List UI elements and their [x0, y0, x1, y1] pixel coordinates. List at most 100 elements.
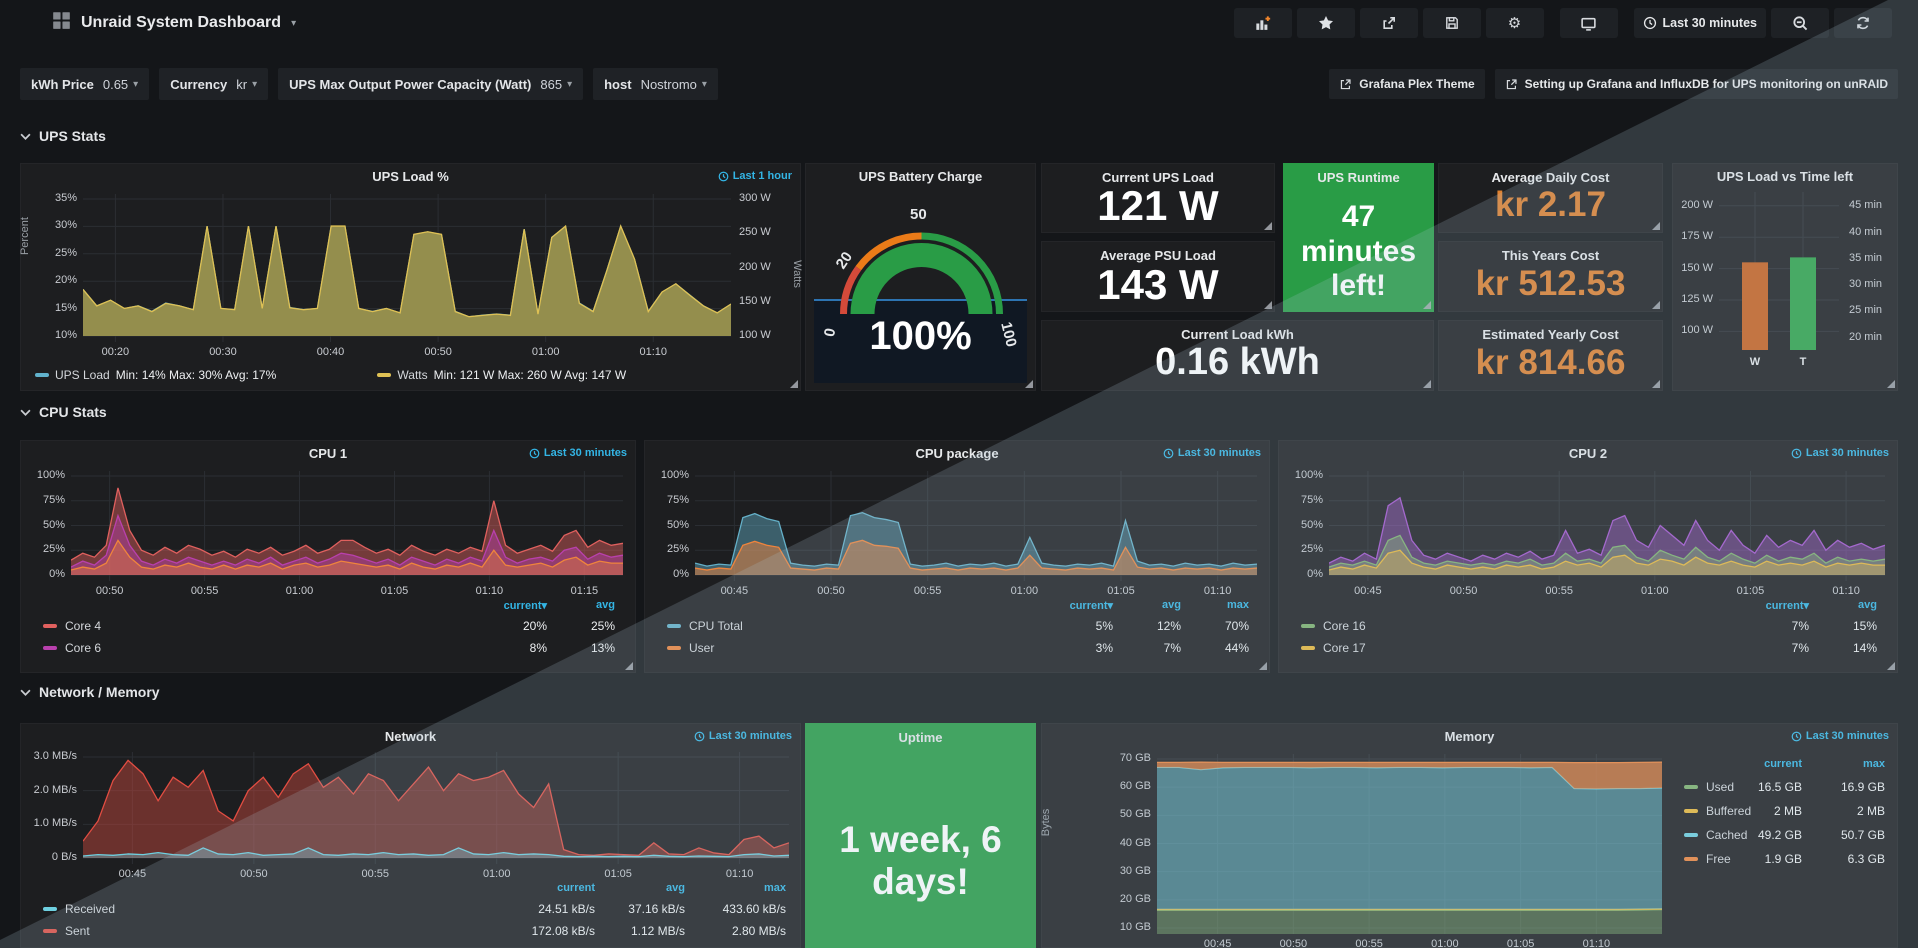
legend-item: Watts Min: 121 W Max: 260 W Avg: 147 W — [377, 368, 626, 382]
panel-time-range[interactable]: Last 1 hour — [718, 170, 792, 182]
legend-column-header[interactable]: current▾ — [503, 600, 547, 612]
y-axis-tick: 2.0 MB/s — [33, 783, 77, 796]
legend-series-name[interactable]: Watts — [397, 368, 428, 382]
legend-value: 2 MB — [1856, 804, 1885, 818]
resize-handle[interactable] — [1263, 300, 1272, 309]
panel-title[interactable]: Memory — [1444, 729, 1495, 744]
legend-series-name[interactable]: Cached — [1706, 828, 1748, 842]
legend-column-header[interactable]: max — [1226, 599, 1249, 611]
legend-column-header[interactable]: current▾ — [1765, 600, 1809, 612]
plot-area[interactable] — [694, 471, 1258, 581]
plot-area[interactable] — [82, 752, 790, 864]
star-button[interactable] — [1296, 8, 1355, 38]
panel-time-range[interactable]: Last 30 minutes — [1791, 447, 1889, 459]
panel-title[interactable]: UPS Load % — [372, 169, 449, 184]
legend-series-name[interactable]: Received — [65, 902, 116, 916]
legend-series-name[interactable]: CPU Total — [689, 619, 743, 633]
stat-value: kr 2.17 — [1495, 185, 1606, 224]
panel-title[interactable]: Estimated Yearly Cost — [1482, 327, 1619, 342]
plot-area[interactable] — [1328, 471, 1886, 581]
resize-handle[interactable] — [624, 661, 633, 670]
section-ups-stats[interactable]: UPS Stats — [20, 128, 106, 144]
chevron-down-icon[interactable]: ▾ — [291, 17, 297, 29]
legend-value: 7% — [1163, 641, 1181, 655]
plot-area[interactable] — [1719, 192, 1839, 350]
resize-handle[interactable] — [1024, 379, 1033, 388]
panel-time-range[interactable]: Last 30 minutes — [1163, 447, 1261, 459]
legend-column-header[interactable]: avg — [1858, 599, 1877, 611]
panel-title[interactable]: UPS Battery Charge — [858, 169, 983, 184]
save-icon — [1445, 17, 1458, 29]
panel-title[interactable]: Average PSU Load — [1100, 248, 1216, 263]
resize-handle[interactable] — [1651, 300, 1660, 309]
legend-series-name[interactable]: Buffered — [1706, 804, 1752, 818]
settings-button[interactable]: ⚙ — [1485, 8, 1544, 38]
panel-title[interactable]: Current Load kWh — [1181, 327, 1294, 342]
plot-area[interactable] — [70, 471, 624, 581]
share-button[interactable] — [1359, 8, 1418, 38]
refresh-button[interactable] — [1834, 8, 1892, 38]
add-panel-button[interactable] — [1233, 8, 1292, 38]
resize-handle[interactable] — [1422, 379, 1431, 388]
panel-title[interactable]: This Years Cost — [1501, 248, 1600, 263]
resize-handle[interactable] — [1263, 221, 1272, 230]
panel-title[interactable]: UPS Runtime — [1317, 170, 1400, 185]
variable-value-dropdown[interactable]: kr ▾ — [236, 76, 258, 92]
legend-series-name[interactable]: Core 6 — [65, 641, 102, 655]
legend-series-name[interactable]: Core 17 — [1323, 641, 1366, 655]
y-axis-tick: 3.0 MB/s — [33, 750, 77, 762]
resize-handle[interactable] — [1422, 300, 1431, 309]
variable-value-dropdown[interactable]: 865 ▾ — [540, 76, 573, 92]
panel-title[interactable]: CPU 1 — [308, 446, 348, 461]
panel-title[interactable]: Network — [384, 729, 437, 744]
resize-handle[interactable] — [1886, 661, 1895, 670]
section-cpu-stats[interactable]: CPU Stats — [20, 404, 107, 420]
page-title[interactable]: Unraid System Dashboard — [81, 14, 282, 31]
resize-handle[interactable] — [1651, 221, 1660, 230]
variable-value-dropdown[interactable]: 0.65 ▾ — [102, 76, 139, 92]
legend-series-name[interactable]: Core 16 — [1323, 619, 1366, 633]
save-button[interactable] — [1422, 8, 1481, 38]
x-axis-tick: 00:55 — [190, 585, 219, 597]
panel-title[interactable]: CPU 2 — [1568, 446, 1608, 461]
resize-handle[interactable] — [1651, 379, 1660, 388]
legend-column-header[interactable]: current — [557, 882, 595, 894]
variable-value-dropdown[interactable]: Nostromo ▾ — [640, 76, 707, 92]
legend-column-header[interactable]: avg — [596, 599, 615, 611]
resize-handle[interactable] — [1258, 661, 1267, 670]
panel-title[interactable]: Uptime — [898, 730, 943, 745]
time-range-picker[interactable]: Last 30 minutes — [1633, 8, 1766, 38]
plot-area[interactable] — [82, 194, 732, 342]
plot-area[interactable] — [1157, 754, 1663, 934]
panel-title[interactable]: Average Daily Cost — [1491, 170, 1610, 185]
legend-series-name[interactable]: User — [689, 641, 715, 655]
resize-handle[interactable] — [1886, 379, 1895, 388]
panel-time-range[interactable]: Last 30 minutes — [1791, 730, 1889, 742]
legend-column-header[interactable]: avg — [666, 882, 685, 894]
legend-series-name[interactable]: UPS Load — [55, 368, 110, 382]
link-grafana-plex-theme[interactable]: Grafana Plex Theme — [1329, 69, 1485, 99]
legend-column-header[interactable]: max — [1862, 758, 1885, 770]
panel-title[interactable]: CPU package — [915, 446, 999, 461]
legend-row: Used — [1684, 780, 1734, 794]
section-network-memory[interactable]: Network / Memory — [20, 684, 160, 700]
resize-handle[interactable] — [789, 379, 798, 388]
legend-column-header[interactable]: avg — [1162, 599, 1181, 611]
legend-series-name[interactable]: Used — [1706, 780, 1735, 794]
zoom-out-button[interactable] — [1771, 8, 1829, 38]
legend-series-name[interactable]: Sent — [65, 924, 90, 938]
panel-title[interactable]: Current UPS Load — [1102, 170, 1214, 185]
panel-time-range[interactable]: Last 30 minutes — [529, 447, 627, 459]
tv-mode-button[interactable] — [1559, 8, 1618, 38]
variable-label: UPS Max Output Power Capacity (Watt) — [289, 76, 532, 92]
panel-time-range[interactable]: Last 30 minutes — [694, 730, 792, 742]
x-axis-tick: 00:55 — [361, 868, 390, 880]
legend-series-name[interactable]: Free — [1706, 852, 1731, 866]
dashboard-grid-icon[interactable] — [52, 11, 71, 35]
panel-title[interactable]: UPS Load vs Time left — [1716, 169, 1854, 184]
legend-column-header[interactable]: max — [763, 882, 786, 894]
legend-column-header[interactable]: current — [1764, 758, 1802, 770]
legend-column-header[interactable]: current▾ — [1069, 600, 1113, 612]
link-ups-monitoring-guide[interactable]: Setting up Grafana and InfluxDB for UPS … — [1494, 69, 1898, 99]
legend-series-name[interactable]: Core 4 — [65, 619, 102, 633]
